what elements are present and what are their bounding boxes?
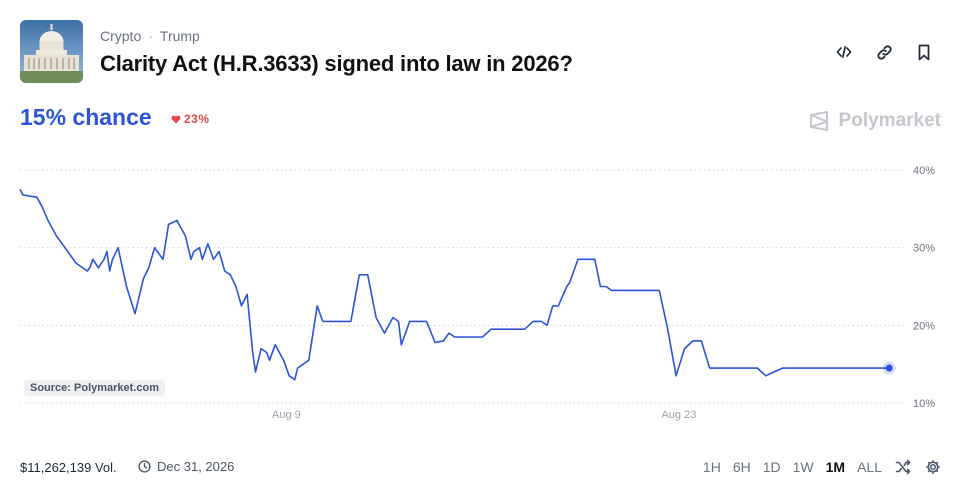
heart-icon xyxy=(171,115,181,123)
chance-value: 15% chance xyxy=(20,104,152,130)
breadcrumb-item-tag[interactable]: Trump xyxy=(159,28,200,44)
embed-icon xyxy=(836,46,852,58)
breadcrumb-separator: · xyxy=(148,28,153,44)
copy-link-button[interactable] xyxy=(874,42,894,62)
shuffle-button[interactable] xyxy=(894,458,912,476)
polymarket-logo-icon xyxy=(809,111,828,131)
change-badge: 23% xyxy=(171,112,210,126)
range-all[interactable]: ALL xyxy=(857,459,882,475)
market-thumbnail xyxy=(20,20,83,83)
breadcrumb: Crypto · Trump xyxy=(100,28,200,44)
embed-button[interactable] xyxy=(834,42,854,62)
end-date: Dec 31, 2026 xyxy=(138,459,234,474)
volume-label: $11,262,139 Vol. xyxy=(20,460,117,475)
y-tick-label: 40% xyxy=(913,165,935,177)
y-tick-label: 10% xyxy=(913,398,935,410)
time-range-selector: 1H 6H 1D 1W 1M ALL xyxy=(703,458,942,476)
bookmark-icon xyxy=(918,44,930,60)
range-1d[interactable]: 1D xyxy=(762,459,781,475)
change-value: 23% xyxy=(184,112,210,126)
range-6h[interactable]: 6H xyxy=(732,459,751,475)
clock-icon xyxy=(138,460,151,473)
range-1m[interactable]: 1M xyxy=(825,459,846,475)
series-line xyxy=(19,189,890,381)
end-date-text: Dec 31, 2026 xyxy=(157,459,235,474)
brand-name: Polymarket xyxy=(838,110,941,131)
y-tick-label: 20% xyxy=(913,320,935,332)
latest-point xyxy=(885,364,893,372)
settings-icon xyxy=(926,460,940,474)
link-icon xyxy=(876,44,892,60)
breadcrumb-item-category[interactable]: Crypto xyxy=(100,28,142,44)
range-1h[interactable]: 1H xyxy=(702,459,721,475)
probability-chart[interactable]: 10% 20% 30% 40% Aug 9 Aug 23 xyxy=(0,150,954,430)
bookmark-button[interactable] xyxy=(914,42,934,62)
x-tick-label: Aug 23 xyxy=(661,409,696,421)
x-tick-label: Aug 9 xyxy=(272,409,301,421)
shuffle-icon xyxy=(895,459,911,475)
settings-button[interactable] xyxy=(924,458,942,476)
header-actions xyxy=(834,42,934,62)
capitol-building-icon xyxy=(20,20,83,83)
polymarket-brand: Polymarket xyxy=(808,110,941,132)
market-title: Clarity Act (H.R.3633) signed into law i… xyxy=(100,51,573,76)
y-tick-label: 30% xyxy=(913,243,935,255)
range-1w[interactable]: 1W xyxy=(792,459,814,475)
source-badge: Source: Polymarket.com xyxy=(24,380,165,396)
